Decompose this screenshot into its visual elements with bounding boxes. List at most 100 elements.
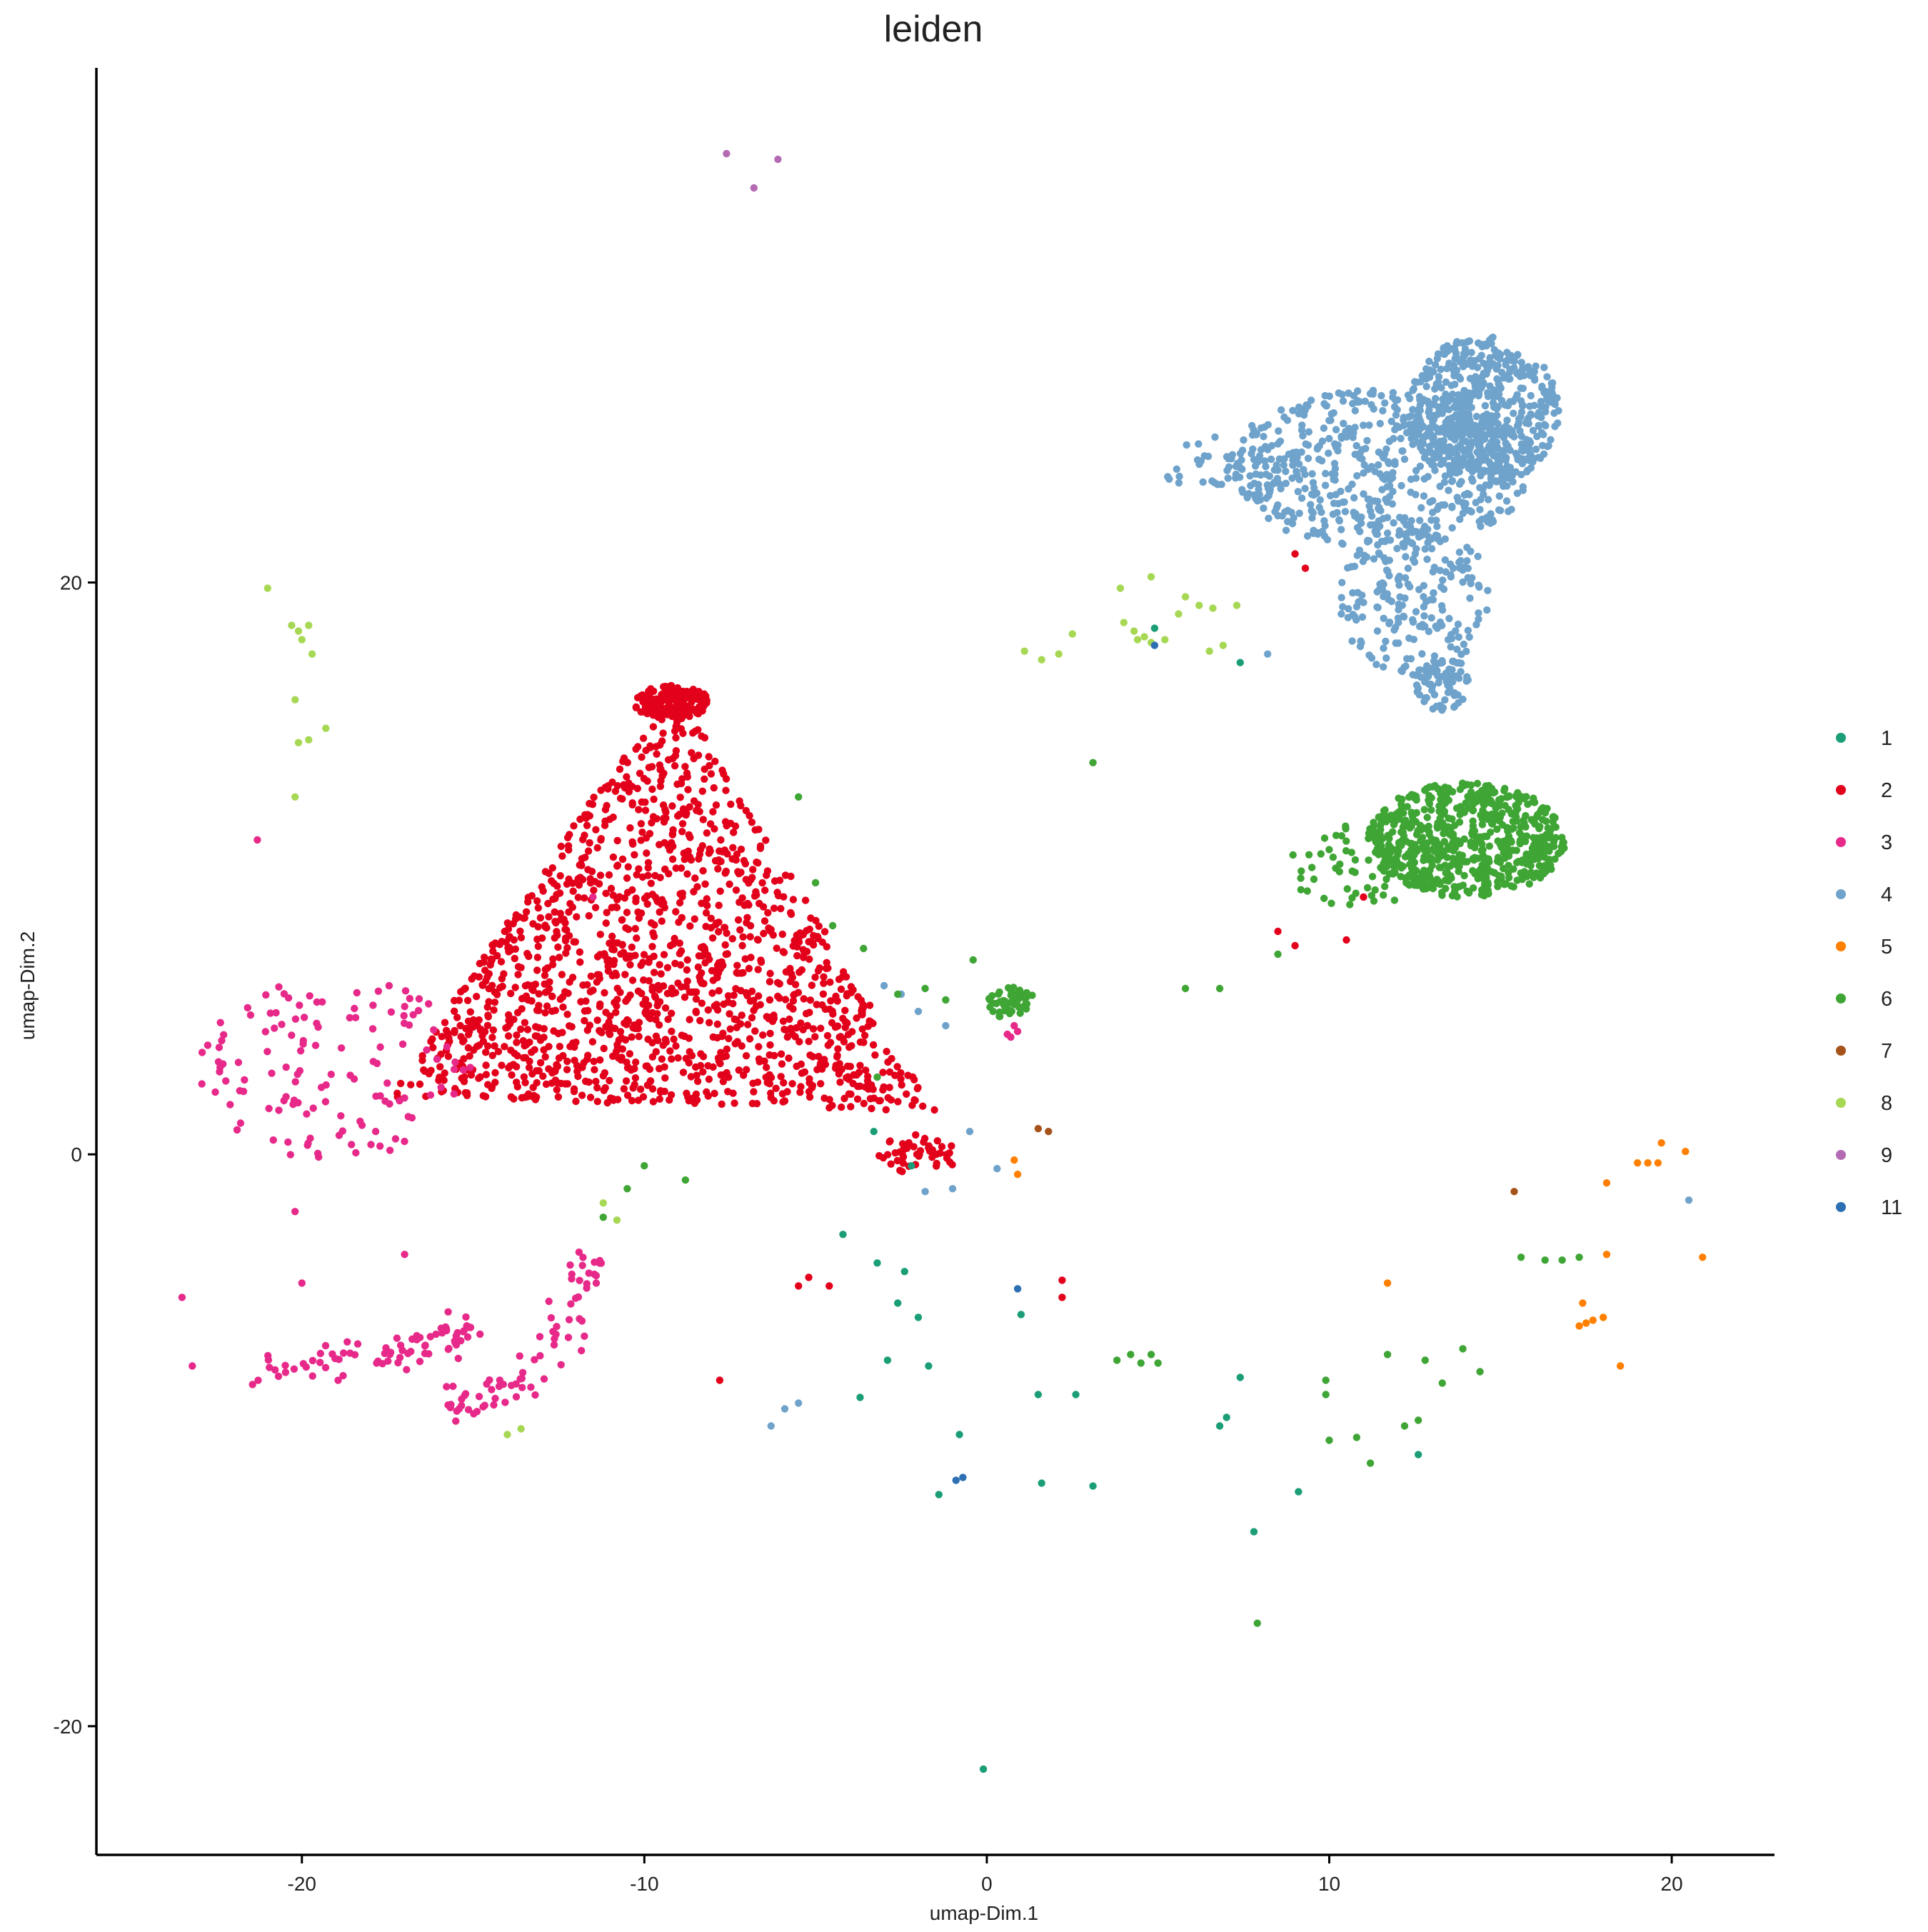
data-point: [535, 1001, 543, 1010]
data-point: [1209, 604, 1217, 612]
data-point: [1297, 867, 1305, 875]
data-point: [1461, 351, 1469, 359]
data-point: [466, 1323, 473, 1331]
data-point: [620, 1085, 628, 1093]
data-point: [1507, 506, 1515, 514]
data-point: [1409, 864, 1417, 871]
data-point: [264, 1351, 272, 1360]
data-point: [483, 1042, 492, 1050]
data-point: [1331, 470, 1339, 479]
data-point: [638, 753, 646, 761]
data-point: [866, 1084, 874, 1092]
data-point: [1430, 564, 1439, 571]
data-point: [521, 982, 530, 990]
data-point: [464, 1031, 473, 1038]
data-point: [893, 1156, 902, 1165]
data-point: [1634, 1159, 1642, 1167]
data-point: [511, 983, 519, 991]
data-point: [683, 870, 691, 878]
data-point: [367, 1141, 375, 1148]
data-point: [754, 859, 762, 867]
data-point: [1391, 458, 1399, 466]
data-point: [613, 1041, 621, 1048]
data-point: [938, 1143, 946, 1151]
data-point: [1402, 816, 1410, 824]
data-point: [1344, 564, 1352, 572]
data-point: [770, 1097, 778, 1105]
data-point: [683, 977, 691, 986]
data-point: [513, 1038, 521, 1046]
data-point: [1475, 429, 1482, 438]
data-point: [544, 899, 552, 908]
data-point: [729, 1000, 737, 1008]
data-point: [1462, 799, 1470, 807]
data-point: [457, 1033, 465, 1041]
data-point: [666, 709, 673, 716]
data-point: [1525, 880, 1533, 888]
data-point: [671, 934, 678, 943]
data-point: [668, 839, 676, 847]
data-point: [1438, 656, 1446, 665]
data-point: [688, 1051, 696, 1060]
data-point: [897, 1069, 905, 1077]
data-point: [1477, 846, 1485, 855]
data-point: [717, 1048, 725, 1056]
data-point: [721, 941, 729, 949]
data-point: [358, 1121, 366, 1129]
data-point: [942, 1021, 950, 1030]
data-point: [645, 691, 653, 699]
data-point: [427, 1038, 435, 1046]
data-point: [1215, 1422, 1224, 1430]
data-point: [682, 704, 690, 712]
data-point: [668, 1055, 676, 1063]
data-point: [401, 1251, 408, 1258]
data-point: [1314, 530, 1322, 538]
data-point: [1475, 868, 1482, 876]
data-point: [732, 985, 740, 993]
data-point: [742, 1052, 750, 1060]
data-point: [1493, 426, 1501, 434]
data-point: [729, 1089, 737, 1097]
data-point: [1530, 368, 1538, 376]
data-point: [708, 966, 716, 975]
data-point: [291, 1078, 299, 1086]
data-point: [1541, 1256, 1549, 1264]
data-point: [785, 1015, 793, 1023]
data-point: [1447, 573, 1455, 581]
data-point: [599, 1213, 607, 1221]
data-point: [591, 904, 600, 911]
data-point: [1487, 868, 1496, 876]
data-point: [1068, 630, 1077, 638]
data-point: [1274, 927, 1282, 936]
data-point: [263, 1048, 271, 1056]
data-point: [436, 1063, 444, 1071]
data-point: [1436, 841, 1444, 850]
data-point: [1261, 443, 1270, 451]
data-point: [766, 1029, 774, 1038]
data-point: [1426, 874, 1434, 881]
data-point: [403, 1366, 411, 1373]
data-point: [1381, 399, 1389, 407]
data-point: [476, 1073, 484, 1081]
data-point: [1427, 806, 1435, 814]
data-point: [632, 898, 640, 906]
data-point: [624, 926, 633, 934]
data-point: [1280, 461, 1288, 469]
data-point: [496, 983, 504, 992]
legend-label: 2: [1881, 779, 1892, 802]
data-point: [1260, 504, 1267, 512]
data-point: [755, 992, 763, 1000]
data-point: [1682, 1148, 1689, 1156]
data-point: [1440, 436, 1448, 445]
data-point: [1510, 1188, 1518, 1196]
data-point: [1465, 889, 1473, 897]
data-point: [1557, 848, 1565, 856]
data-point: [713, 973, 721, 982]
data-point: [343, 1338, 351, 1346]
x-tick-label: -20: [288, 1873, 316, 1895]
data-point: [1072, 1391, 1080, 1398]
data-point: [799, 1026, 807, 1033]
data-point: [1013, 1027, 1022, 1036]
data-point: [1304, 454, 1312, 462]
data-point: [1331, 464, 1340, 473]
